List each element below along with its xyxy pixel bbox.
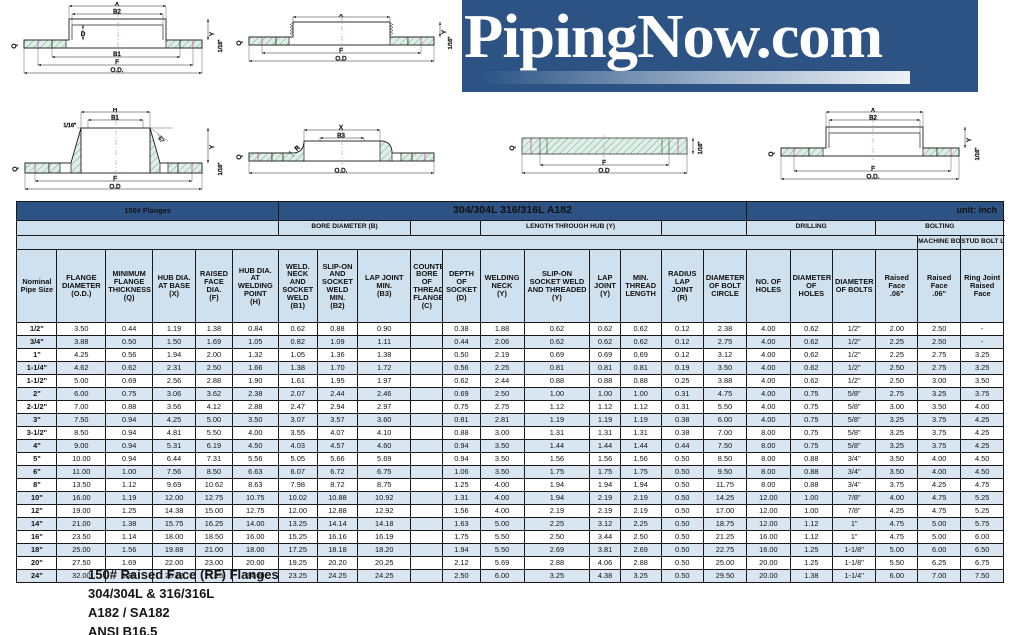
svg-text:O.D.: O.D. [111, 67, 124, 74]
svg-text:F: F [113, 175, 117, 182]
svg-text:57: 57 [156, 136, 164, 144]
svg-text:X: X [115, 2, 120, 7]
svg-text:X: X [339, 14, 344, 18]
svg-text:Q: Q [509, 145, 516, 150]
svg-text:Q: Q [12, 166, 19, 171]
svg-text:Y: Y [966, 137, 973, 142]
svg-text:F: F [339, 47, 343, 54]
svg-text:B2: B2 [113, 8, 121, 15]
svg-text:Q: Q [768, 151, 775, 156]
svg-text:F: F [115, 59, 119, 66]
svg-text:1/16": 1/16" [975, 148, 981, 161]
svg-text:1/16": 1/16" [698, 142, 704, 155]
svg-text:O.D.: O.D. [335, 167, 348, 174]
svg-text:Y: Y [209, 31, 216, 36]
svg-text:B1: B1 [111, 114, 119, 121]
svg-text:F: F [871, 165, 875, 172]
svg-text:F: F [602, 159, 606, 166]
svg-text:O.D: O.D [109, 183, 121, 190]
svg-text:X: X [871, 108, 876, 113]
svg-text:Q: Q [236, 40, 243, 45]
svg-text:1/16": 1/16" [218, 40, 224, 53]
svg-text:D: D [81, 31, 86, 38]
svg-text:H: H [113, 108, 118, 113]
svg-text:Q: Q [11, 43, 18, 48]
svg-text:1/16": 1/16" [448, 37, 452, 50]
svg-text:Q: Q [236, 154, 243, 159]
svg-text:1/16": 1/16" [63, 123, 76, 129]
svg-text:O.D: O.D [598, 167, 610, 174]
svg-text:Y: Y [209, 144, 216, 149]
svg-text:B2: B2 [869, 114, 877, 121]
svg-text:Y: Y [441, 29, 448, 34]
svg-text:O.D: O.D [335, 55, 347, 62]
svg-text:B1: B1 [113, 51, 121, 58]
svg-text:B3: B3 [337, 132, 345, 139]
svg-text:1/16": 1/16" [218, 163, 224, 176]
svg-text:O.D.: O.D. [867, 173, 880, 180]
